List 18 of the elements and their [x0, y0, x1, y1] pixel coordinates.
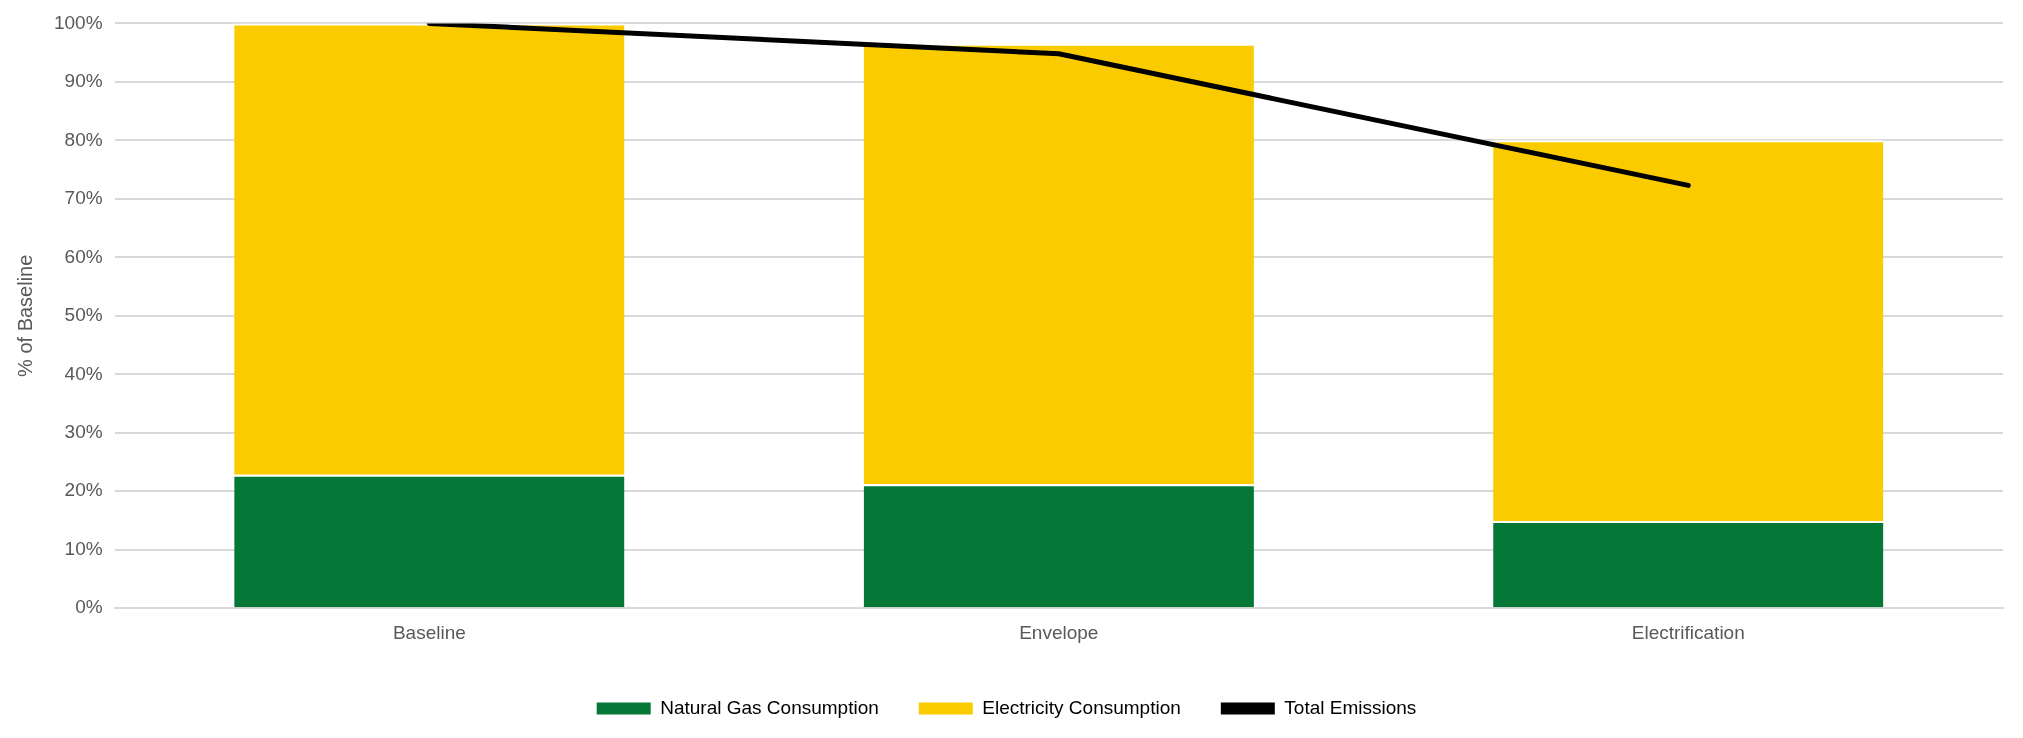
y-tick-label: 40% — [64, 362, 103, 384]
legend-label: Natural Gas Consumption — [660, 696, 879, 718]
x-tick-label: Envelope — [1019, 621, 1099, 643]
y-tick-label: 20% — [64, 479, 103, 501]
y-tick-label: 30% — [64, 420, 103, 442]
y-axis-title: % of Baseline — [13, 254, 36, 377]
y-tick-label: 70% — [64, 187, 103, 209]
y-tick-label: 60% — [64, 245, 103, 267]
y-tick-label: 10% — [64, 537, 103, 559]
y-tick-label: 100% — [53, 11, 103, 33]
y-tick-label: 90% — [64, 70, 103, 92]
x-tick-label: Baseline — [392, 621, 466, 643]
y-tick-label: 0% — [75, 596, 103, 618]
y-tick-label: 50% — [64, 304, 103, 326]
legend-label: Total Emissions — [1284, 696, 1417, 718]
y-tick-label: 80% — [64, 128, 103, 150]
legend-label: Electricity Consumption — [982, 696, 1181, 718]
x-tick-label: Electrification — [1631, 621, 1745, 643]
